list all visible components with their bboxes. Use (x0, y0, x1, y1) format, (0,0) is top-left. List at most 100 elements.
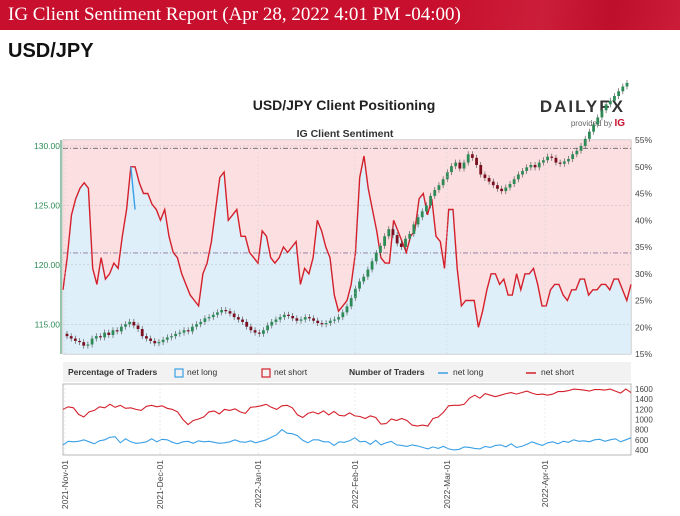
pct-tick-label: 35% (635, 242, 652, 252)
report-title: IG Client Sentiment Report (Apr 28, 2022… (8, 4, 461, 25)
candle-body (107, 332, 111, 335)
candle-body (90, 338, 94, 345)
candle-body (207, 317, 211, 319)
candle-body (73, 338, 77, 341)
candle-body (328, 320, 332, 324)
candle-body (170, 336, 173, 338)
candle-body (145, 336, 148, 339)
candle-body (245, 321, 249, 327)
candle-body (542, 160, 545, 163)
candle-body (69, 336, 73, 339)
date-tick-label: 2022-Jan-01 (253, 460, 263, 508)
candle-body (99, 336, 102, 338)
candle-body (504, 187, 508, 192)
candle-body (111, 330, 115, 335)
candle-body (287, 314, 290, 316)
candle-body (608, 100, 612, 105)
candle-body (333, 319, 336, 321)
date-tick-label: 2021-Dec-01 (155, 460, 165, 509)
candle-body (203, 318, 207, 322)
candle-body (299, 319, 303, 321)
pct-tick-label: 45% (635, 189, 652, 199)
candle-body (337, 317, 341, 320)
candle-body (211, 314, 215, 318)
chart-title: USD/JPY Client Positioning (253, 97, 436, 113)
candle-body (140, 329, 144, 337)
candle-body (500, 188, 504, 192)
candle-body (132, 321, 136, 326)
candle-body (529, 164, 533, 168)
candle-body (266, 325, 269, 331)
candle-body (617, 91, 621, 97)
candle-body (149, 338, 152, 341)
candle-body (525, 167, 529, 171)
candle-body (224, 310, 228, 312)
traders-tick-label: 1600 (635, 385, 653, 394)
currency-pair-heading: USD/JPY (8, 40, 94, 62)
pct-tick-label: 20% (635, 322, 652, 332)
candle-body (420, 211, 424, 218)
candle-body (78, 340, 81, 343)
candle-body (307, 317, 311, 319)
candle-body (600, 110, 604, 118)
candle-body (587, 131, 591, 139)
candle-body (86, 344, 90, 346)
candle-body (550, 156, 554, 158)
candle-body (521, 170, 524, 175)
candle-body (491, 181, 495, 186)
legend-net-short: net short (274, 367, 308, 377)
candle-body (65, 333, 69, 337)
pct-tick-label: 55% (635, 135, 652, 145)
candle-body (253, 330, 257, 333)
candle-body (303, 317, 307, 320)
report-banner: IG Client Sentiment Report (Apr 28, 2022… (0, 0, 680, 30)
candle-body (274, 319, 278, 322)
candle-body (546, 156, 549, 161)
net-short-line (62, 155, 632, 328)
candle-body (429, 195, 432, 206)
net-long-crossover-line (130, 166, 136, 210)
candle-body (270, 321, 274, 326)
candle-body (533, 164, 537, 168)
candle-body (408, 233, 412, 239)
candle-body (425, 205, 428, 212)
candle-body (445, 172, 449, 180)
candle-body (454, 162, 458, 167)
candle-body (358, 281, 361, 289)
candle-body (412, 224, 416, 234)
candle-body (366, 269, 370, 277)
candle-body (82, 342, 86, 346)
legend-num-label: Number of Traders (349, 367, 425, 377)
pct-tick-label: 15% (635, 349, 652, 359)
candle-body (312, 318, 315, 321)
candle-body (516, 174, 520, 180)
legend-net-long: net long (187, 367, 218, 377)
candle-body (575, 150, 579, 155)
legend-pct-label: Percentage of Traders (68, 367, 158, 377)
candle-body (195, 324, 198, 327)
candle-body (458, 162, 462, 169)
candle-body (345, 306, 349, 313)
candle-body (353, 288, 357, 299)
candle-body (558, 162, 562, 164)
legend-num-short: net short (541, 367, 575, 377)
price-tick-label: 120.00 (34, 260, 60, 270)
candle-body (379, 245, 382, 253)
candle-body (387, 229, 391, 237)
candle-body (437, 185, 441, 190)
candle-body (178, 332, 182, 334)
candle-body (228, 311, 232, 314)
candle-body (257, 332, 261, 334)
candle-body (579, 145, 583, 151)
traders-long-line (62, 428, 632, 451)
price-tick-label: 130.00 (34, 141, 60, 151)
candle-body (399, 243, 403, 247)
traders-tick-label: 600 (635, 436, 649, 445)
candle-body (512, 179, 516, 184)
candle-body (324, 323, 328, 325)
pct-tick-label: 50% (635, 162, 652, 172)
candle-body (220, 310, 224, 313)
candle-body (249, 326, 253, 331)
candle-body (349, 298, 353, 307)
